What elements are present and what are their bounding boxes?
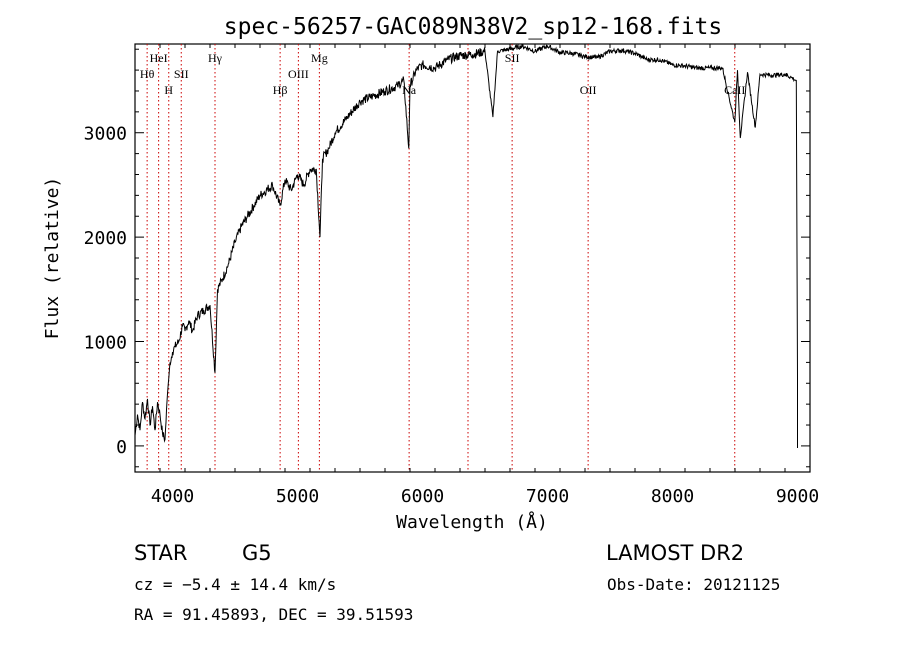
x-tick-label: 5000 (276, 486, 319, 507)
line-marker-label: OII (580, 83, 597, 97)
axes: 4000 5000 6000 7000 8000 9000 0 1000 2000 3000 (84, 44, 819, 507)
survey-name: LAMOST DR2 (606, 541, 744, 565)
y-tick-label: 0 (116, 437, 127, 458)
y-tick-label: 3000 (84, 124, 127, 145)
line-marker-label: H (164, 83, 173, 97)
y-axis-label: Flux (relative) (42, 177, 63, 340)
spectral-class: STAR (134, 541, 187, 565)
spectrum-series-line (134, 43, 798, 448)
plot-frame (134, 43, 811, 473)
x-tick-label: 9000 (776, 486, 819, 507)
x-tick-label: 7000 (526, 486, 569, 507)
line-marker-label: SII (174, 67, 189, 81)
line-marker-label: Hγ (208, 51, 223, 65)
line-marker-label: SII (505, 51, 520, 65)
line-marker-label: OIII (288, 67, 309, 81)
redshift-velocity: cz = −5.4 ± 14.4 km/s (134, 575, 336, 594)
y-tick-label: 1000 (84, 333, 127, 354)
line-marker-label: HeI (150, 51, 168, 65)
coordinates: RA = 91.45893, DEC = 39.51593 (134, 605, 413, 624)
line-marker-label: CaII (724, 83, 745, 97)
spectral-subclass: G5 (242, 541, 272, 565)
x-tick-label: 8000 (651, 486, 694, 507)
x-tick-label: 4000 (151, 486, 194, 507)
line-marker-label: Hθ (140, 67, 155, 81)
x-tick-label: 6000 (401, 486, 444, 507)
x-axis-label: Wavelength (Å) (396, 511, 548, 533)
observation-date: Obs-Date: 20121125 (607, 575, 780, 594)
y-tick-label: 2000 (84, 228, 127, 249)
chart-title: spec-56257-GAC089N38V2_sp12-168.fits (224, 14, 723, 40)
line-marker-label: Hβ (273, 83, 288, 97)
line-marker-label: Mg (311, 51, 328, 65)
